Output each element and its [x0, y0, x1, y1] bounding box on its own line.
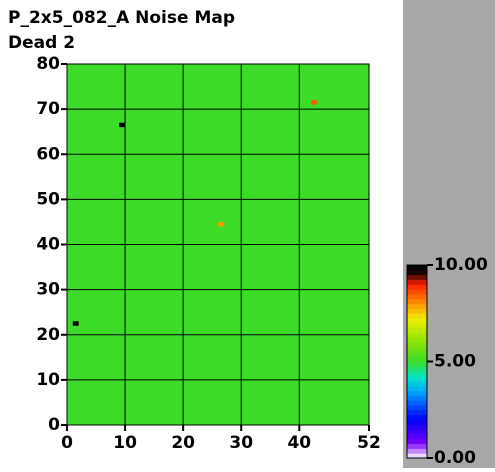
colorbar-step	[407, 298, 427, 305]
colorbar-step	[407, 274, 427, 280]
colorbar-step	[407, 361, 427, 367]
colorbar-step	[407, 265, 427, 271]
colorbar-step	[407, 390, 427, 396]
colorbar-step	[407, 429, 427, 435]
cell	[310, 100, 317, 105]
colorbar-step	[407, 327, 427, 334]
colorbar-step	[407, 308, 427, 314]
colorbar-step	[407, 443, 427, 449]
y-tick-label: 10	[36, 370, 60, 390]
y-tick-label: 50	[36, 189, 60, 209]
colorbar-step	[407, 337, 427, 343]
cell	[218, 221, 224, 227]
cell	[72, 321, 79, 326]
x-tick-label: 0	[61, 433, 73, 453]
y-tick-label: 0	[48, 415, 60, 435]
y-tick-label: 30	[36, 280, 60, 300]
colorbar-step	[407, 380, 427, 387]
colorbar-step	[407, 356, 427, 362]
colorbar-step	[407, 318, 427, 324]
colorbar-step	[407, 351, 427, 358]
colorbar-step	[407, 404, 427, 411]
cell	[119, 122, 126, 128]
y-tick-label: 20	[36, 325, 60, 345]
colorbar-step	[407, 371, 427, 377]
colorbar-tick-label: 0.00	[434, 448, 476, 468]
chart-subtitle: Dead 2	[8, 33, 75, 53]
y-tick-label: 60	[36, 144, 60, 164]
colorbar-step	[407, 293, 427, 300]
x-tick-label: 30	[229, 433, 253, 453]
colorbar-step	[407, 438, 427, 445]
colorbar-step	[407, 409, 427, 416]
x-tick-label: 40	[287, 433, 311, 453]
colorbar-step	[407, 313, 427, 319]
y-tick-label: 70	[36, 99, 60, 119]
y-tick-label: 80	[36, 54, 60, 74]
colorbar-step	[407, 279, 427, 285]
colorbar-step	[407, 284, 427, 290]
colorbar-tick-label: 10.00	[434, 255, 488, 275]
colorbar-step	[407, 414, 427, 420]
colorbar-step	[407, 289, 427, 295]
y-tick-label: 40	[36, 235, 60, 255]
x-tick-label: 20	[171, 433, 195, 453]
colorbar-step	[407, 375, 427, 382]
colorbar-tick-label: 5.00	[434, 352, 476, 372]
x-tick-label: 52	[357, 433, 381, 453]
colorbar-step	[407, 424, 427, 430]
colorbar-step	[407, 322, 427, 329]
colorbar-step	[407, 342, 427, 348]
colorbar-step	[407, 347, 427, 353]
colorbar-step	[407, 433, 427, 440]
colorbar-step	[407, 366, 427, 372]
colorbar-step	[407, 385, 427, 391]
x-tick-label: 10	[113, 433, 137, 453]
colorbar-step	[407, 448, 427, 454]
colorbar-step	[407, 419, 427, 425]
colorbar-step	[407, 269, 427, 276]
plot-frame	[66, 63, 370, 426]
colorbar-step	[407, 332, 427, 338]
colorbar-step	[407, 303, 427, 309]
colorbar-step	[407, 395, 427, 401]
colorbar-step	[407, 453, 427, 459]
colorbar-step	[407, 400, 427, 406]
chart-title: P_2x5_082_A Noise Map	[8, 8, 235, 28]
